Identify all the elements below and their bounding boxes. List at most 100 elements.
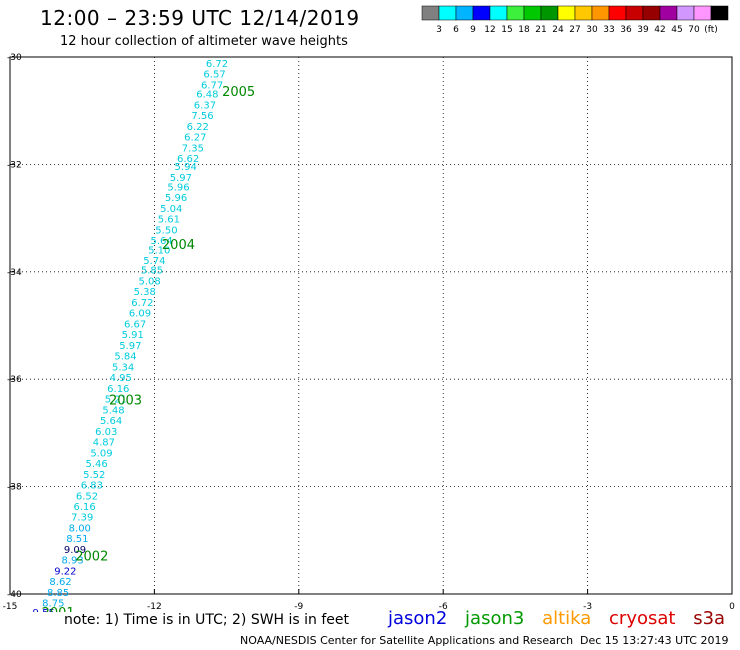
wave-height-value: 7.56 bbox=[191, 111, 213, 122]
wave-height-value: 7.39 bbox=[71, 513, 93, 524]
x-tick-label: -3 bbox=[583, 602, 592, 612]
wave-height-value: 5.64 bbox=[150, 236, 172, 247]
wave-height-value: 5.91 bbox=[122, 330, 144, 341]
wave-height-value: 6.67 bbox=[124, 319, 146, 330]
wave-height-value: 5.48 bbox=[102, 405, 124, 416]
scale-label: 36 bbox=[620, 25, 632, 35]
y-tick-label: -40 bbox=[7, 590, 22, 600]
wave-height-value: 4.95 bbox=[110, 373, 132, 384]
wave-height-value: 6.37 bbox=[194, 100, 216, 111]
scale-label: 30 bbox=[586, 25, 598, 35]
y-tick-label: -34 bbox=[7, 268, 22, 278]
scale-label: 6 bbox=[453, 25, 459, 35]
wave-height-value: 6.52 bbox=[76, 491, 98, 502]
x-tick-label: -12 bbox=[147, 602, 162, 612]
wave-height-value: 6.72 bbox=[131, 298, 153, 309]
y-tick-label: -38 bbox=[7, 483, 22, 493]
wave-height-value: 5.38 bbox=[134, 287, 156, 298]
wave-height-value: 6.83 bbox=[81, 481, 103, 492]
scale-label: 9 bbox=[470, 25, 476, 35]
time-annotation: 2003 bbox=[109, 394, 142, 409]
chart-subtitle: 12 hour collection of altimeter wave hei… bbox=[60, 34, 348, 49]
wave-height-value: 8.51 bbox=[66, 534, 88, 545]
plot-area: -15 -12 -9 -6 -3 0-30-32-34-36-38-406.726.576… bbox=[3, 53, 735, 612]
wave-height-value: 5.04 bbox=[160, 204, 182, 215]
wave-height-value: 9.09 bbox=[64, 545, 86, 556]
wave-height-value: 5.34 bbox=[112, 362, 134, 373]
wave-height-value: 6.22 bbox=[187, 122, 209, 133]
wave-height-value: 9.22 bbox=[54, 566, 76, 577]
wave-height-value: 6.09 bbox=[129, 309, 151, 320]
wave-height-value: 5.64 bbox=[100, 416, 122, 427]
x-tick-label: 0 bbox=[729, 602, 735, 612]
scale-label: 24 bbox=[552, 25, 564, 35]
wave-height-value: 5.09 bbox=[90, 448, 112, 459]
wave-height-value: 6.72 bbox=[206, 59, 228, 70]
scale-label: 18 bbox=[518, 25, 530, 35]
wave-height-value: 6.77 bbox=[201, 80, 223, 91]
wave-height-value: 6.62 bbox=[177, 154, 199, 165]
wave-height-value: 7.35 bbox=[182, 143, 204, 154]
scale-label: 45 bbox=[671, 25, 682, 35]
wave-height-value: 5.94 bbox=[175, 162, 197, 173]
wave-height-value: 5.85 bbox=[141, 266, 163, 277]
x-tick-label: -9 bbox=[294, 602, 303, 612]
wave-height-value: 5.96 bbox=[165, 193, 187, 204]
wave-height-value: 8.00 bbox=[69, 523, 91, 534]
wave-height-value: 4.87 bbox=[93, 438, 115, 449]
chart-title: 12:00 – 23:59 UTC 12/14/2019 bbox=[40, 6, 360, 30]
scale-label: 70 bbox=[688, 25, 700, 35]
wave-height-value: 6.57 bbox=[203, 70, 225, 81]
wave-height-value: 5.97 bbox=[119, 341, 141, 352]
generated-timestamp: Dec 15 13:27:43 UTC 2019 bbox=[580, 634, 729, 647]
satellite-legend: jason2 jason3 altika cryosat s3a bbox=[388, 608, 737, 629]
wave-height-value: 9.55 bbox=[33, 608, 55, 612]
satellite-jason2-label: jason2 bbox=[388, 608, 448, 629]
satellite-jason3-label: jason3 bbox=[465, 608, 525, 629]
wave-height-value: 5.21 bbox=[105, 395, 127, 406]
scale-label: 21 bbox=[535, 25, 546, 35]
footnote: note: 1) Time is in UTC; 2) SWH is in fe… bbox=[64, 612, 350, 628]
scale-label: 15 bbox=[501, 25, 512, 35]
wave-height-value: 8.62 bbox=[49, 577, 71, 588]
satellite-altika-label: altika bbox=[542, 608, 592, 629]
wave-height-value: 5.52 bbox=[83, 470, 105, 481]
wave-height-value: 5.10 bbox=[148, 245, 170, 256]
wave-height-value: 8.75 bbox=[42, 599, 64, 610]
wave-height-value: 6.16 bbox=[73, 502, 95, 513]
wave-height-value: 5.08 bbox=[138, 276, 160, 287]
scale-label: 39 bbox=[637, 25, 649, 35]
wave-height-value: 5.50 bbox=[155, 225, 177, 236]
plot-frame bbox=[9, 56, 733, 595]
scale-label: (ft) bbox=[704, 25, 718, 35]
x-tick-label: -15 bbox=[3, 602, 18, 612]
wave-height-value: 5.97 bbox=[170, 173, 192, 184]
wave-height-value: 5.46 bbox=[86, 459, 108, 470]
wave-height-value: 6.03 bbox=[95, 427, 117, 438]
wave-height-value: 5.61 bbox=[158, 215, 180, 226]
color-scale-legend: 3 6 9 12 15 18 21 24 27 30 33 36 39 42 45 70 (ft) bbox=[421, 5, 729, 35]
wave-height-value: 8.93 bbox=[61, 556, 83, 567]
wave-height-value: 5.84 bbox=[114, 352, 136, 363]
scale-label: 42 bbox=[654, 25, 665, 35]
scale-swatch bbox=[710, 5, 729, 21]
scale-label: 33 bbox=[603, 25, 614, 35]
y-tick-label: -32 bbox=[7, 160, 22, 170]
scale-label: 3 bbox=[436, 25, 442, 35]
wave-height-value: 5.74 bbox=[143, 256, 165, 267]
scale-label: 27 bbox=[569, 25, 580, 35]
satellite-cryosat-label: cryosat bbox=[609, 608, 676, 629]
wave-height-value: 6.16 bbox=[107, 384, 129, 395]
satellite-s3a-label: s3a bbox=[693, 608, 726, 629]
wave-height-value: 8.85 bbox=[47, 588, 69, 599]
scale-label: 12 bbox=[484, 25, 495, 35]
wave-height-value: 5.96 bbox=[167, 182, 189, 193]
x-tick-label: -6 bbox=[439, 602, 448, 612]
y-tick-label: -36 bbox=[7, 375, 22, 385]
time-annotation: 2004 bbox=[162, 238, 195, 253]
time-annotation: 2005 bbox=[222, 85, 255, 100]
wave-height-value: 6.48 bbox=[196, 90, 218, 101]
credit-line: NOAA/NESDIS Center for Satellite Applica… bbox=[240, 634, 574, 647]
y-tick-label: -30 bbox=[7, 53, 22, 63]
time-annotation: 2001 bbox=[42, 606, 75, 612]
